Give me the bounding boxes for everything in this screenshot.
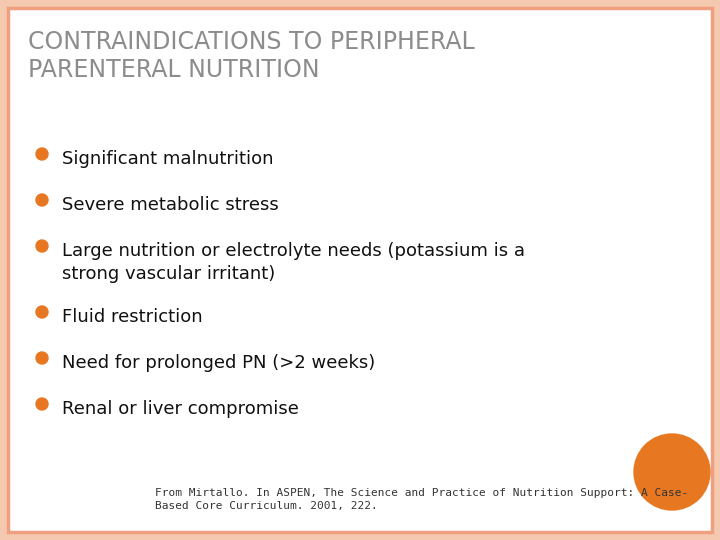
Circle shape	[36, 398, 48, 410]
Text: Large nutrition or electrolyte needs (potassium is a
strong vascular irritant): Large nutrition or electrolyte needs (po…	[62, 242, 525, 283]
Circle shape	[36, 148, 48, 160]
Text: Severe metabolic stress: Severe metabolic stress	[62, 196, 279, 214]
Text: CONTRAINDICATIONS TO PERIPHERAL
PARENTERAL NUTRITION: CONTRAINDICATIONS TO PERIPHERAL PARENTER…	[28, 30, 474, 82]
Text: From Mirtallo. In ASPEN, The Science and Practice of Nutrition Support: A Case-
: From Mirtallo. In ASPEN, The Science and…	[155, 488, 688, 511]
Circle shape	[36, 306, 48, 318]
Circle shape	[634, 434, 710, 510]
Circle shape	[36, 352, 48, 364]
Text: Renal or liver compromise: Renal or liver compromise	[62, 400, 299, 418]
FancyBboxPatch shape	[8, 8, 712, 532]
Circle shape	[36, 240, 48, 252]
Text: Fluid restriction: Fluid restriction	[62, 308, 202, 326]
Text: Need for prolonged PN (>2 weeks): Need for prolonged PN (>2 weeks)	[62, 354, 375, 372]
Circle shape	[36, 194, 48, 206]
Text: Significant malnutrition: Significant malnutrition	[62, 150, 274, 168]
